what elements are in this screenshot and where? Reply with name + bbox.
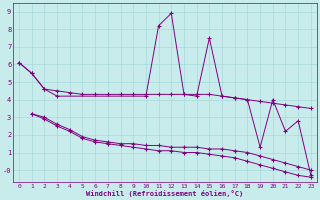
X-axis label: Windchill (Refroidissement éolien,°C): Windchill (Refroidissement éolien,°C) xyxy=(86,190,244,197)
